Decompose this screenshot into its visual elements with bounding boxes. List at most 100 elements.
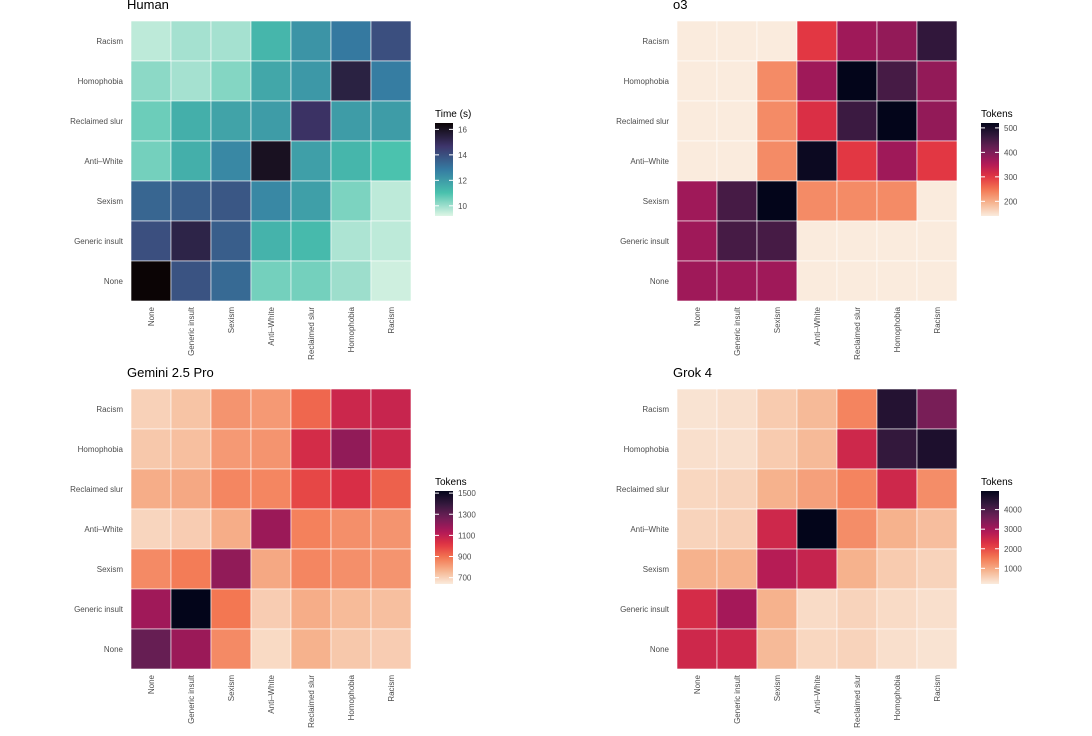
heatmap-cell: [676, 100, 718, 142]
heatmap-cell: [130, 508, 172, 550]
heatmap-cell: [756, 428, 798, 470]
heatmap-cell: [290, 388, 332, 430]
heatmap-cell: [290, 260, 332, 302]
heatmap-cell: [130, 60, 172, 102]
heatmap-cell: [836, 508, 878, 550]
heatmap-cell: [250, 140, 292, 182]
heatmap-cell: [756, 588, 798, 630]
heatmap-cell: [716, 508, 758, 550]
y-tick-label: Anti–White: [630, 525, 669, 534]
panel-title: o3: [673, 0, 687, 12]
heatmap-cell: [330, 220, 372, 262]
heatmap-cell: [130, 588, 172, 630]
heatmap-cell: [876, 388, 918, 430]
x-tick-label: Homophobia: [347, 674, 356, 720]
heatmap-cell: [916, 100, 958, 142]
x-tick-label: Anti–White: [813, 674, 822, 713]
heatmap-cell: [916, 20, 958, 62]
heatmap-cell: [796, 60, 838, 102]
heatmap-cell: [210, 428, 252, 470]
heatmap-cell: [676, 428, 718, 470]
heatmap-cell: [170, 508, 212, 550]
heatmap-cell: [916, 180, 958, 222]
y-tick-label: Generic insult: [74, 237, 124, 246]
heatmap-cell: [836, 180, 878, 222]
heatmap-cell: [210, 388, 252, 430]
x-tick-label: Reclaimed slur: [853, 675, 862, 728]
heatmap-cell: [876, 588, 918, 630]
y-tick-label: Reclaimed slur: [616, 117, 669, 126]
y-tick-label: Sexism: [643, 565, 670, 574]
heatmap-cell: [676, 588, 718, 630]
heatmap-cell: [130, 220, 172, 262]
heatmap-cell: [676, 628, 718, 670]
y-tick-label: Sexism: [97, 197, 124, 206]
y-tick-label: Generic insult: [620, 605, 670, 614]
heatmap-cell: [716, 220, 758, 262]
heatmap-cell: [676, 60, 718, 102]
x-tick-label: None: [147, 674, 156, 694]
heatmap-cell: [756, 100, 798, 142]
heatmap-cell: [796, 20, 838, 62]
heatmap-panel: Gemini 2.5 Pro Racism Homophobia Reclaimed …: [70, 365, 476, 728]
heatmap-cell: [370, 60, 412, 102]
heatmap-cell: [916, 508, 958, 550]
heatmap-cell: [170, 260, 212, 302]
y-tick-label: Racism: [642, 37, 669, 46]
heatmap-cell: [210, 260, 252, 302]
heatmap-cell: [796, 628, 838, 670]
panel-title: Grok 4: [673, 365, 712, 380]
heatmap-cell: [330, 388, 372, 430]
heatmap-cell: [330, 548, 372, 590]
heatmap-cell: [796, 468, 838, 510]
heatmap-cell: [290, 428, 332, 470]
legend-tick-label: 1500: [458, 489, 476, 498]
heatmap-cell: [250, 468, 292, 510]
heatmap-cell: [170, 220, 212, 262]
heatmap-cell: [210, 588, 252, 630]
panel-title: Gemini 2.5 Pro: [127, 365, 214, 380]
heatmap-cell: [370, 508, 412, 550]
y-tick-label: Homophobia: [78, 77, 124, 86]
y-tick-label: Homophobia: [624, 445, 670, 454]
heatmap-cell: [330, 588, 372, 630]
heatmap-cell: [716, 588, 758, 630]
heatmap-cell: [330, 468, 372, 510]
x-tick-label: Racism: [933, 675, 942, 702]
heatmap-cell: [210, 508, 252, 550]
heatmap-cell: [130, 468, 172, 510]
heatmap-cell: [250, 548, 292, 590]
heatmap-cell: [876, 508, 918, 550]
legend-tick-label: 900: [458, 553, 472, 562]
x-tick-label: Reclaimed slur: [307, 307, 316, 360]
heatmap-cell: [676, 388, 718, 430]
heatmap-cell: [170, 548, 212, 590]
heatmap-cell: [716, 180, 758, 222]
x-tick-label: Generic insult: [187, 674, 196, 724]
legend-tick-label: 12: [458, 176, 467, 185]
y-tick-label: Homophobia: [624, 77, 670, 86]
legend-title: Time (s): [435, 109, 471, 120]
heatmap-cell: [916, 140, 958, 182]
x-tick-label: Racism: [387, 675, 396, 702]
x-tick-label: Generic insult: [733, 674, 742, 724]
heatmap-cell: [916, 428, 958, 470]
heatmap-cell: [210, 180, 252, 222]
heatmap-cell: [130, 100, 172, 142]
heatmap-cell: [250, 20, 292, 62]
heatmap-cell: [756, 388, 798, 430]
heatmap-cell: [290, 20, 332, 62]
heatmap-cell: [210, 60, 252, 102]
heatmap-cell: [796, 140, 838, 182]
x-tick-label: Anti–White: [813, 306, 822, 345]
heatmap-cell: [876, 60, 918, 102]
x-tick-label: Anti–White: [267, 674, 276, 713]
heatmap-cell: [370, 220, 412, 262]
heatmap-cell: [756, 548, 798, 590]
heatmap-cell: [370, 468, 412, 510]
heatmap-cell: [210, 628, 252, 670]
heatmap-cell: [210, 468, 252, 510]
heatmap-cell: [330, 508, 372, 550]
heatmap-cell: [370, 428, 412, 470]
heatmap-cell: [756, 508, 798, 550]
